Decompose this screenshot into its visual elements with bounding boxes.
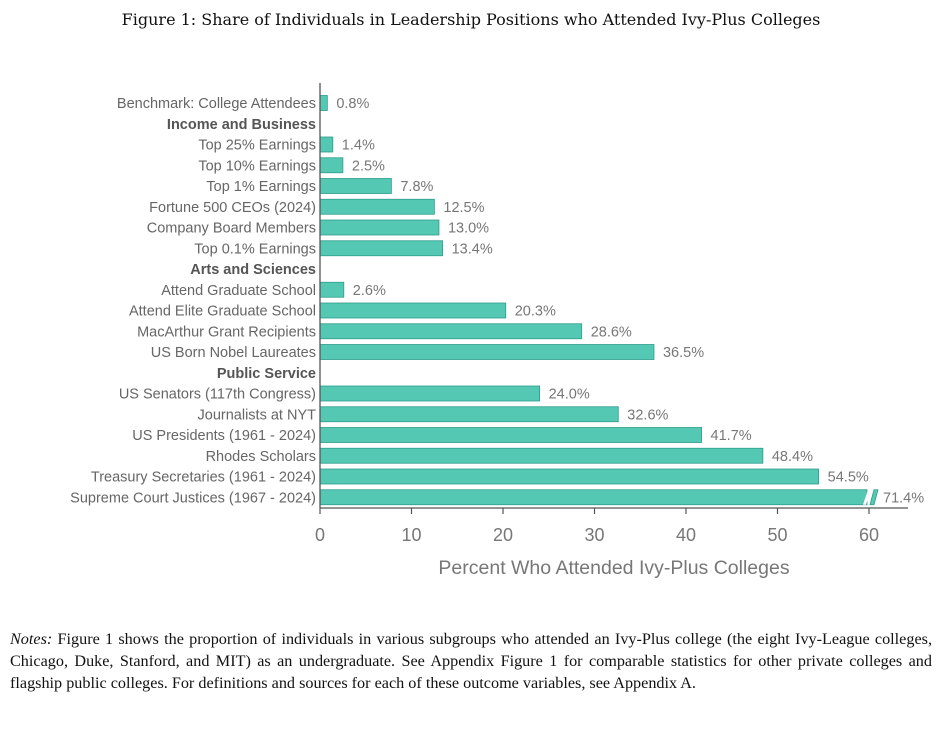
category-label: Top 25% Earnings [198, 138, 316, 154]
x-tick-label: 20 [493, 525, 513, 545]
data-label: 28.6% [591, 324, 632, 340]
bar [319, 489, 868, 506]
bar-chart: Benchmark: College Attendees 0.8% Income a… [70, 83, 924, 579]
data-label: 54.5% [828, 470, 869, 486]
category-label: Top 0.1% Earnings [194, 241, 316, 257]
category-label: Fortune 500 CEOs (2024) [149, 200, 316, 216]
bar [319, 427, 702, 443]
category-label: US Born Nobel Laureates [151, 345, 316, 361]
data-label: 13.0% [448, 221, 489, 237]
category-label: US Senators (117th Congress) [119, 387, 316, 403]
axis-break-stub [869, 489, 879, 506]
category-label: Attend Graduate School [161, 283, 316, 299]
data-label: 71.4% [883, 490, 924, 506]
data-label: 1.4% [342, 138, 375, 154]
bar [319, 281, 345, 298]
data-label: 41.7% [711, 428, 752, 444]
data-label: 13.4% [452, 241, 493, 257]
bar [319, 157, 344, 174]
bar [319, 198, 435, 215]
bar [319, 385, 541, 402]
data-label: 36.5% [663, 345, 704, 361]
x-tick-label: 50 [767, 525, 787, 545]
section-header-label: Public Service [217, 366, 316, 382]
figure-title: Figure 1: Share of Individuals in Leader… [121, 10, 821, 29]
section-header-label: Arts and Sciences [190, 262, 316, 278]
bar [319, 136, 334, 153]
x-tick-label: 30 [584, 525, 604, 545]
bar [319, 219, 440, 236]
data-label: 20.3% [515, 304, 556, 320]
category-label: Company Board Members [147, 221, 316, 237]
x-tick-label: 10 [401, 525, 421, 545]
bar [319, 323, 583, 340]
category-label: Benchmark: College Attendees [117, 96, 316, 112]
data-label: 2.6% [353, 283, 386, 299]
x-tick-label: 40 [676, 525, 696, 545]
data-label: 12.5% [443, 200, 484, 216]
category-label: Treasury Secretaries (1961 - 2024) [91, 470, 316, 486]
axis-break-gap [863, 489, 871, 505]
x-tick-label: 60 [859, 525, 879, 545]
x-axis-title: Percent Who Attended Ivy-Plus Colleges [438, 557, 789, 579]
data-label: 48.4% [772, 449, 813, 465]
category-label: MacArthur Grant Recipients [137, 324, 316, 340]
category-label: Rhodes Scholars [206, 449, 316, 465]
bar [319, 468, 820, 485]
category-label: Supreme Court Justices (1967 - 2024) [70, 490, 316, 506]
bar [319, 406, 619, 423]
section-header-label: Income and Business [167, 117, 316, 133]
category-label: Attend Elite Graduate School [129, 304, 316, 320]
category-label: Top 10% Earnings [198, 158, 316, 174]
bar [319, 240, 444, 257]
data-label: 32.6% [627, 407, 668, 423]
data-label: 7.8% [400, 179, 433, 195]
notes-text: Figure 1 shows the proportion of individ… [10, 630, 932, 692]
x-tick-label: 0 [315, 525, 325, 545]
bar [319, 302, 507, 319]
bar [319, 447, 764, 464]
notes-label: Notes: [10, 630, 53, 648]
category-label: US Presidents (1961 - 2024) [132, 428, 316, 444]
data-label: 2.5% [352, 158, 385, 174]
data-label: 0.8% [336, 96, 369, 112]
category-label: Journalists at NYT [198, 407, 317, 423]
category-label: Top 1% Earnings [206, 179, 316, 195]
bar [319, 178, 392, 194]
bar [319, 95, 328, 111]
bar [319, 344, 655, 360]
figure-notes: Notes: Figure 1 shows the proportion of … [10, 628, 932, 694]
data-label: 24.0% [549, 387, 590, 403]
